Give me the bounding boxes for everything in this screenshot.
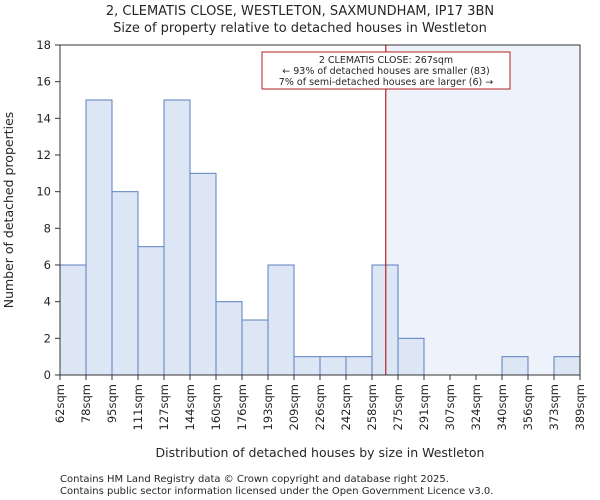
chart-title: 2, CLEMATIS CLOSE, WESTLETON, SAXMUNDHAM…	[106, 4, 494, 19]
y-tick-label: 6	[44, 258, 51, 272]
y-axis-label: Number of detached properties	[1, 112, 16, 309]
x-tick-label: 144sqm	[183, 384, 197, 430]
x-tick-label: 226sqm	[313, 384, 327, 430]
x-tick-label: 78sqm	[79, 384, 93, 423]
bar-62sqm	[59, 264, 87, 376]
bar-95sqm	[111, 191, 139, 376]
bar-127sqm	[163, 99, 191, 376]
marker-annotation: 2 CLEMATIS CLOSE: 267sqm ← 93% of detach…	[261, 51, 511, 90]
bar-176sqm	[241, 319, 269, 376]
annotation-line-smaller: ← 93% of detached houses are smaller (83…	[282, 66, 489, 77]
y-tick-label: 12	[36, 148, 51, 162]
bar-111sqm	[137, 246, 165, 376]
footer-line-1: Contains HM Land Registry data © Crown c…	[60, 474, 449, 485]
larger-size-region	[385, 45, 580, 375]
x-tick-label: 373sqm	[547, 384, 561, 430]
annotation-box	[261, 51, 511, 90]
x-axis: 62sqm 78sqm 95sqm 111sqm 127sqm 144sqm 160sqm 1…	[53, 375, 587, 430]
x-tick-label: 160sqm	[209, 384, 223, 430]
bar-275sqm	[397, 337, 425, 376]
bar-258sqm	[371, 264, 399, 376]
bar-340sqm	[501, 356, 529, 376]
y-tick-label: 18	[36, 38, 51, 52]
bars-group	[59, 99, 581, 376]
y-tick-label: 0	[44, 368, 51, 382]
x-tick-label: 258sqm	[365, 384, 379, 430]
x-tick-label: 176sqm	[235, 384, 249, 430]
x-tick-label: 324sqm	[469, 384, 483, 430]
annotation-line-property: 2 CLEMATIS CLOSE: 267sqm	[319, 55, 453, 66]
bar-160sqm	[215, 301, 243, 376]
x-tick-label: 275sqm	[391, 384, 405, 430]
y-tick-label: 16	[36, 75, 51, 89]
bar-242sqm	[345, 356, 373, 376]
x-tick-label: 307sqm	[443, 384, 457, 430]
chart-subtitle: Size of property relative to detached ho…	[113, 21, 487, 36]
x-tick-label: 111sqm	[131, 384, 145, 430]
bar-209sqm	[293, 356, 321, 376]
x-tick-label: 356sqm	[521, 384, 535, 430]
y-tick-label: 10	[36, 185, 51, 199]
x-tick-label: 127sqm	[157, 384, 171, 430]
x-tick-label: 95sqm	[105, 384, 119, 423]
y-tick-label: 2	[44, 331, 51, 345]
x-tick-label: 193sqm	[261, 384, 275, 430]
bar-193sqm	[267, 264, 295, 376]
x-tick-label: 291sqm	[417, 384, 431, 430]
y-tick-label: 4	[44, 295, 51, 309]
y-tick-label: 14	[36, 111, 51, 125]
x-axis-label: Distribution of detached houses by size …	[156, 445, 485, 460]
bar-78sqm	[85, 99, 113, 376]
bar-144sqm	[189, 172, 217, 376]
x-tick-label: 242sqm	[339, 384, 353, 430]
x-tick-label: 209sqm	[287, 384, 301, 430]
annotation-line-larger: 7% of semi-detached houses are larger (6…	[279, 77, 493, 88]
bar-226sqm	[319, 356, 347, 376]
footer-line-2: Contains public sector information licen…	[60, 486, 493, 497]
bar-373sqm	[553, 356, 581, 376]
x-tick-label: 389sqm	[573, 384, 587, 430]
y-axis: 0 2 4 6 8 10 12 14 16 18	[36, 38, 60, 382]
x-tick-label: 62sqm	[53, 384, 67, 423]
x-tick-label: 340sqm	[495, 384, 509, 430]
y-tick-label: 8	[44, 221, 51, 235]
